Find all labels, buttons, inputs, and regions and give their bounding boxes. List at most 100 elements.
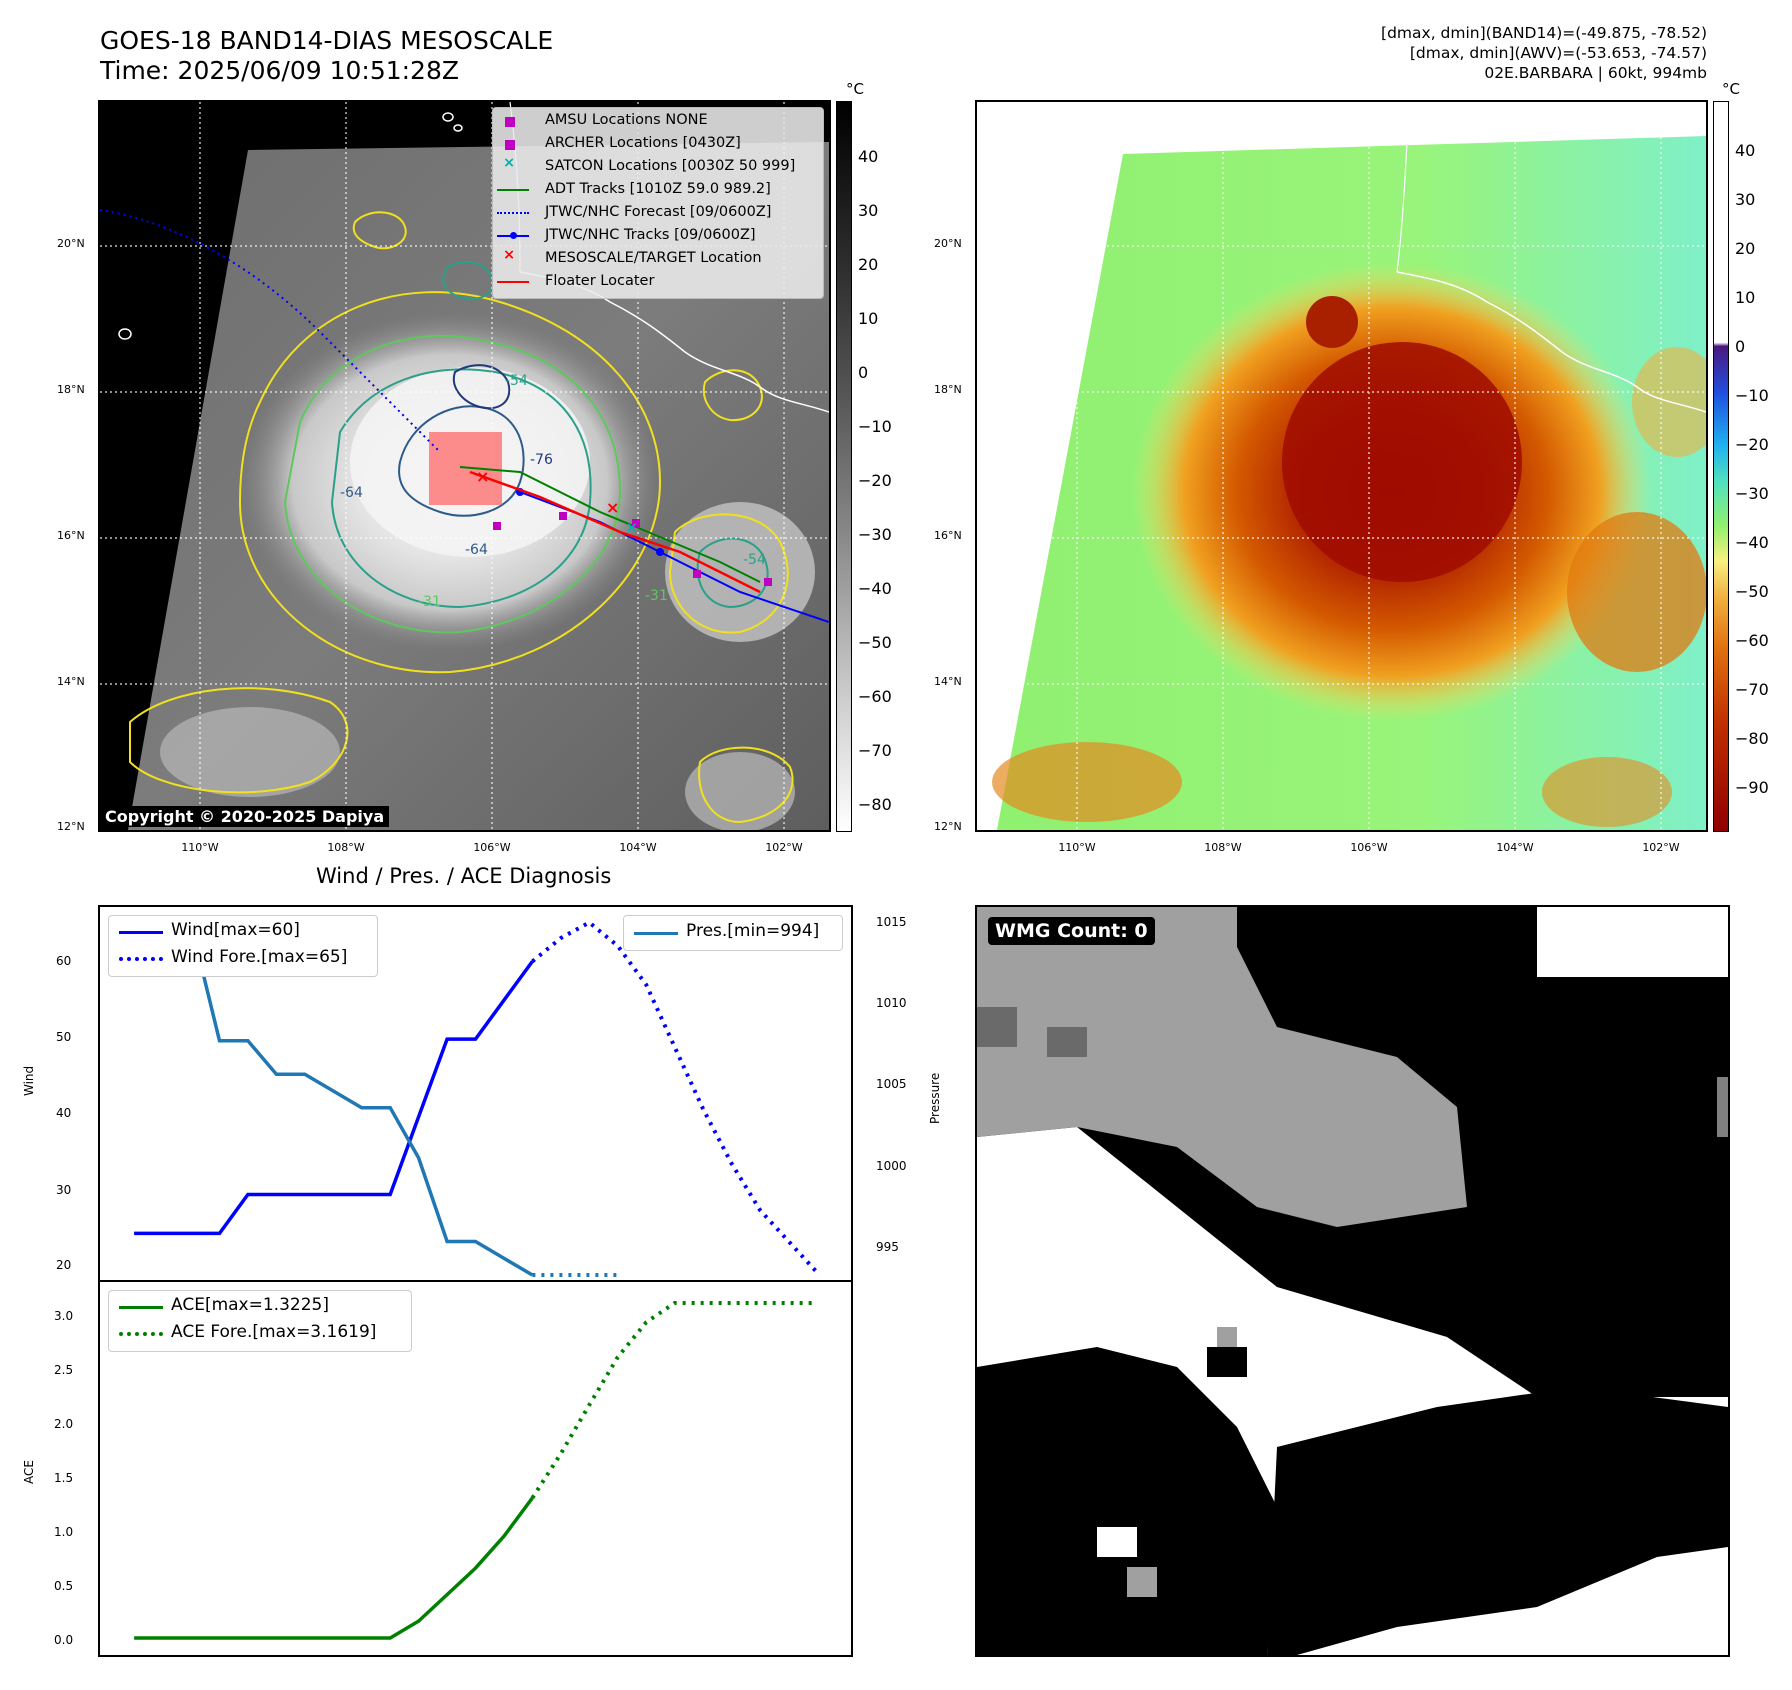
wind-axis-label: Wind (22, 1065, 36, 1096)
floater-track (469, 470, 761, 594)
colorbar-tick: −80 (858, 795, 892, 814)
colorbar-tick: −70 (1735, 680, 1769, 699)
legend-x-icon: × (503, 247, 516, 263)
legend-wind-fore: Wind Fore.[max=65] (171, 947, 348, 967)
lon-label: 110°W (1058, 841, 1096, 854)
ace-chart (98, 1280, 853, 1657)
wv-coastline (1396, 271, 1706, 413)
adt-track (459, 466, 761, 583)
ace-tick: 3.0 (54, 1309, 74, 1323)
lon-label: 110°W (181, 841, 219, 854)
contour-31 (238, 291, 662, 674)
legend-target: MESOSCALE/TARGET Location (545, 250, 762, 266)
colorbar-tick: 30 (1735, 190, 1756, 209)
legend-jtwc-tracks: JTWC/NHC Tracks [09/0600Z] (545, 227, 756, 243)
ace-tick: 1.0 (54, 1525, 74, 1539)
colorbar-tick: −30 (1735, 484, 1769, 503)
pressure-tick: 1015 (876, 915, 907, 929)
pressure-axis-label: Pressure (928, 1072, 942, 1124)
pressure-tick: 995 (876, 1240, 899, 1254)
wmg-panel (975, 905, 1730, 1657)
forecast-track (100, 209, 441, 453)
legend-line-icon (497, 189, 529, 191)
pressure-tick: 1000 (876, 1159, 907, 1173)
legend-dotted-icon (119, 1332, 163, 1336)
lon-label: 104°W (1496, 841, 1534, 854)
band14-range: [dmax, dmin](BAND14)=(-49.875, -78.52) (1381, 24, 1707, 42)
colorbar-tick: −10 (858, 417, 892, 436)
satcon-marker: × (626, 520, 638, 536)
legend-square-icon (505, 117, 515, 127)
colorbar-tick: −50 (1735, 582, 1769, 601)
legend-satcon: SATCON Locations [0030Z 50 999] (545, 158, 796, 174)
legend-dotted-icon (119, 957, 163, 961)
pressure-tick: 1010 (876, 996, 907, 1010)
ir-map-canvas: -54 -76 -64 -31 -64 -54 -31 (100, 102, 829, 830)
copyright-badge: Copyright © 2020-2025 Dapiya (100, 806, 390, 827)
legend-pres: Pres.[min=994] (686, 921, 820, 941)
lat-label: 12°N (934, 820, 962, 833)
awv-range: [dmax, dmin](AWV)=(-53.653, -74.57) (1409, 44, 1707, 62)
ace-tick: 0.0 (54, 1633, 74, 1647)
wv-gridlines (977, 102, 1706, 830)
colorbar-tick: −60 (858, 687, 892, 706)
legend-floater: Floater Locater (545, 273, 655, 289)
legend-adt: ADT Tracks [1010Z 59.0 989.2] (545, 181, 771, 197)
ace-tick: 2.5 (54, 1363, 74, 1377)
colorbar-tick: 20 (858, 255, 879, 274)
wv-map-canvas (977, 102, 1706, 830)
legend-dotted-icon (497, 212, 529, 214)
contour-label: -31 (418, 594, 441, 610)
ir-colorbar-unit: °C (846, 80, 864, 98)
ir-colorbar (836, 101, 852, 832)
lon-label: 104°W (619, 841, 657, 854)
lat-label: 16°N (57, 529, 85, 542)
legend-square-icon (505, 140, 515, 150)
legend-ace-fore: ACE Fore.[max=3.1619] (171, 1322, 377, 1342)
series-line-ace-fore-max-3-1619 (530, 1301, 817, 1499)
series-line-wind-max-60 (134, 960, 534, 1236)
ace-plot (134, 1301, 817, 1640)
diagnosis-title: Wind / Pres. / ACE Diagnosis (316, 864, 612, 888)
legend-line-icon (634, 932, 678, 935)
pressure-legend: Pres.[min=994] (623, 915, 843, 951)
lon-label: 102°W (1642, 841, 1680, 854)
lat-label: 16°N (934, 529, 962, 542)
legend-wind: Wind[max=60] (171, 920, 300, 940)
colorbar-tick: 20 (1735, 239, 1756, 258)
series-line-wind-fore-max-65 (531, 920, 819, 1274)
colorbar-tick: 0 (1735, 337, 1746, 356)
colorbar-tick: −50 (858, 633, 892, 652)
wv-satellite-map (975, 100, 1708, 832)
colorbar-tick: −30 (858, 525, 892, 544)
legend-dot-icon (510, 232, 517, 239)
lon-label: 102°W (765, 841, 803, 854)
colorbar-tick: −60 (1735, 631, 1769, 650)
legend-line-icon (497, 281, 529, 283)
pressure-tick: 1005 (876, 1077, 907, 1091)
chart-time: Time: 2025/06/09 10:51:28Z (100, 56, 459, 85)
wmg-count-badge: WMG Count: 0 (988, 917, 1155, 945)
lat-label: 12°N (57, 820, 85, 833)
lon-label: 108°W (1204, 841, 1242, 854)
lat-label: 18°N (57, 383, 85, 396)
lat-label: 20°N (57, 237, 85, 250)
lat-label: 18°N (934, 383, 962, 396)
wind-tick: 30 (56, 1183, 72, 1197)
contour-label: -54 (743, 552, 766, 568)
lon-label: 108°W (327, 841, 365, 854)
wind-legend: Wind[max=60] Wind Fore.[max=65] (108, 915, 378, 977)
contour-label: -64 (465, 542, 488, 558)
legend-amsu: AMSU Locations NONE (545, 112, 708, 128)
svg-text:×: × (476, 467, 489, 486)
colorbar-tick: 10 (1735, 288, 1756, 307)
legend-line-icon (119, 1306, 163, 1309)
colorbar-tick: −20 (1735, 435, 1769, 454)
colorbar-tick: 10 (858, 309, 879, 328)
colorbar-tick: −70 (858, 741, 892, 760)
lat-label: 14°N (57, 675, 85, 688)
lat-label: 20°N (934, 237, 962, 250)
wv-colorbar-unit: °C (1722, 80, 1740, 98)
contour-label: -64 (340, 485, 363, 501)
ace-legend: ACE[max=1.3225] ACE Fore.[max=3.1619] (108, 1290, 412, 1352)
